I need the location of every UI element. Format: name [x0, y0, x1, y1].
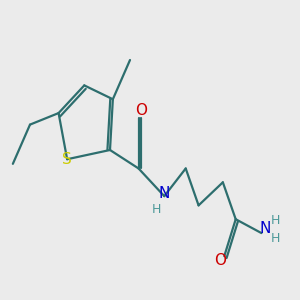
Text: N: N [259, 221, 271, 236]
Text: H: H [271, 232, 281, 245]
Text: H: H [152, 202, 161, 216]
Text: O: O [135, 103, 147, 118]
Text: N: N [159, 186, 170, 201]
Text: O: O [214, 253, 226, 268]
Text: H: H [271, 214, 281, 227]
Text: S: S [62, 152, 72, 167]
